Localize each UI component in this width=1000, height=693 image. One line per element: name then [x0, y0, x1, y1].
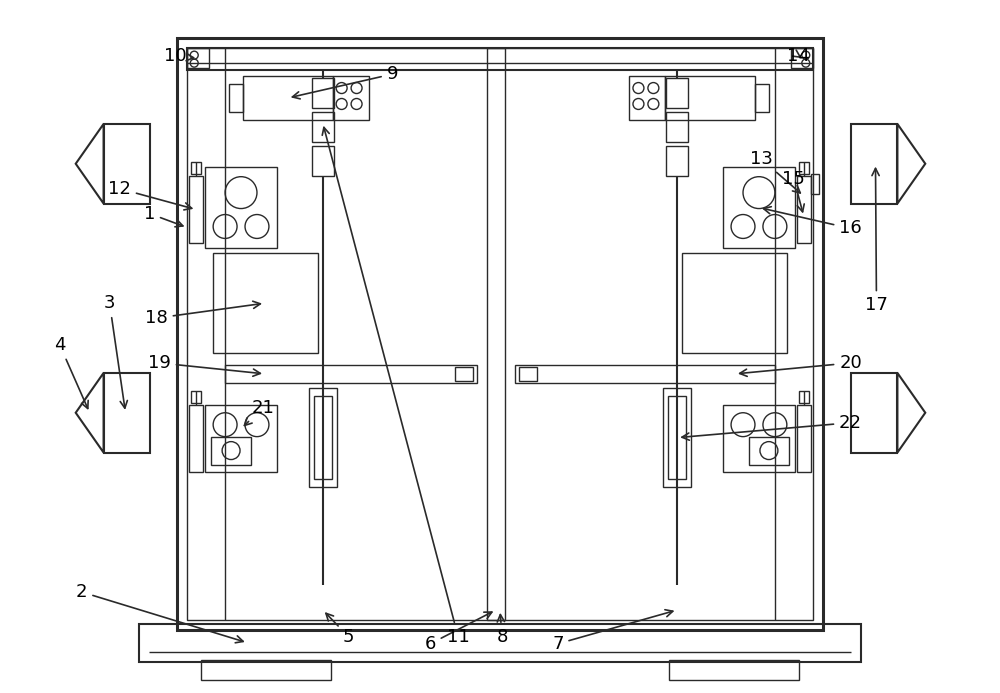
Bar [851, 124, 897, 204]
Bar [799, 161, 809, 174]
Bar [189, 405, 203, 473]
Bar [205, 167, 277, 248]
Text: 8: 8 [496, 615, 508, 646]
Text: 16: 16 [763, 207, 862, 238]
Text: 10: 10 [164, 47, 194, 65]
Bar [191, 391, 201, 403]
Text: 12: 12 [108, 179, 192, 210]
Bar [519, 367, 537, 381]
Bar [455, 367, 473, 381]
Bar [187, 49, 813, 70]
Bar [487, 49, 505, 620]
Bar [791, 49, 813, 68]
Bar [663, 388, 691, 487]
Text: 15: 15 [782, 170, 805, 212]
Bar [665, 76, 755, 120]
Bar [191, 161, 201, 174]
Text: 18: 18 [145, 301, 260, 327]
Bar [333, 76, 369, 120]
Text: 21: 21 [244, 398, 274, 426]
Bar [755, 84, 769, 112]
Text: 20: 20 [740, 354, 862, 376]
Text: 7: 7 [552, 610, 673, 653]
Bar [205, 405, 277, 473]
Bar [312, 112, 334, 142]
Bar [104, 124, 150, 204]
Bar [201, 660, 331, 680]
Text: 1: 1 [144, 204, 183, 227]
Text: 4: 4 [54, 336, 88, 408]
Text: 6: 6 [425, 612, 492, 653]
Bar [811, 174, 819, 193]
Bar [668, 396, 686, 480]
Bar [187, 49, 813, 620]
Bar [229, 84, 243, 112]
Text: 5: 5 [326, 613, 354, 646]
Bar [309, 388, 337, 487]
Bar [799, 391, 809, 403]
Text: 19: 19 [148, 354, 260, 376]
Text: 13: 13 [750, 150, 800, 193]
Bar [104, 373, 150, 453]
Bar [669, 660, 799, 680]
Bar [749, 437, 789, 464]
Bar [797, 405, 811, 473]
Text: 17: 17 [865, 168, 888, 314]
Text: 2: 2 [76, 583, 243, 643]
Bar [515, 365, 775, 383]
Bar [211, 437, 251, 464]
Bar [139, 624, 861, 662]
Bar [243, 76, 333, 120]
Text: 14: 14 [787, 47, 810, 65]
Bar [213, 254, 318, 353]
Bar [314, 396, 332, 480]
Text: 9: 9 [292, 65, 398, 99]
Bar [797, 176, 811, 243]
Bar [851, 373, 897, 453]
Bar [177, 38, 823, 630]
Bar [666, 146, 688, 176]
Bar [189, 176, 203, 243]
Bar [225, 365, 477, 383]
Bar [723, 167, 795, 248]
Bar [682, 254, 787, 353]
Bar [187, 49, 209, 68]
Text: 22: 22 [682, 414, 862, 440]
Bar [312, 78, 334, 108]
Bar [312, 146, 334, 176]
Text: 3: 3 [104, 294, 127, 408]
Text: 11: 11 [322, 128, 470, 646]
Bar [723, 405, 795, 473]
Bar [666, 112, 688, 142]
Bar [629, 76, 665, 120]
Bar [666, 78, 688, 108]
